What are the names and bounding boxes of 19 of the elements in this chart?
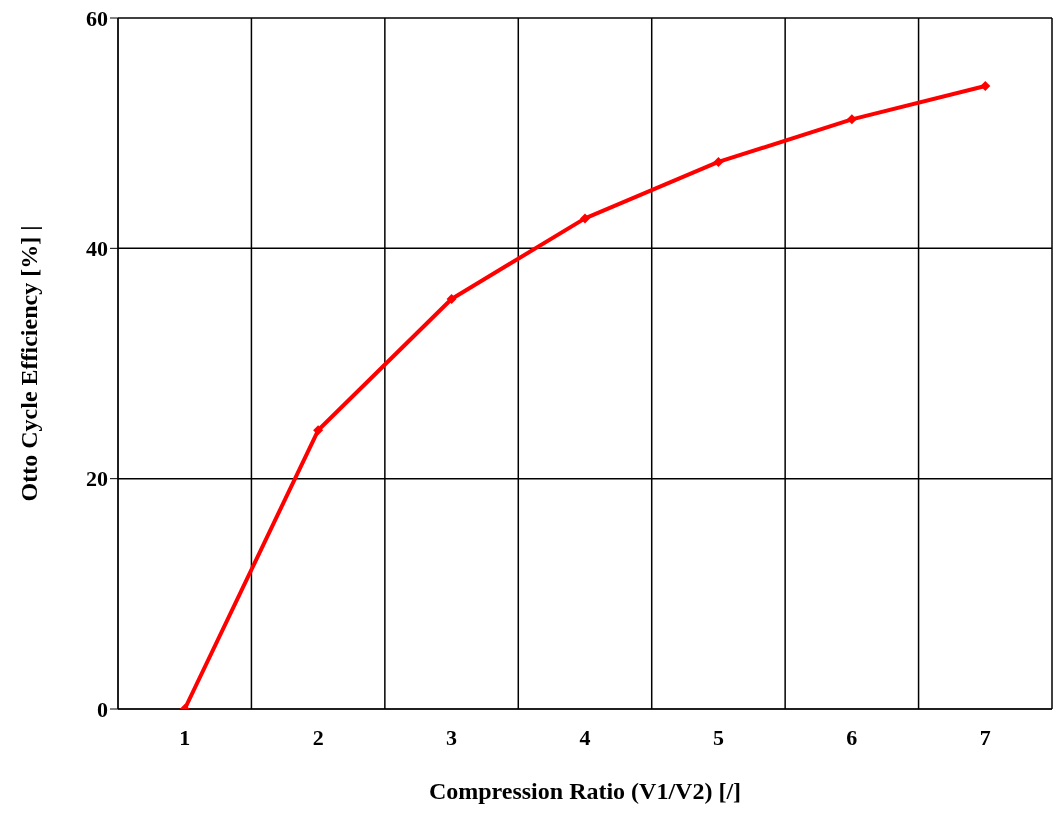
y-tick-label: 0 [97, 696, 108, 722]
x-tick-label: 5 [712, 724, 724, 750]
point [313, 425, 324, 436]
x-tick-label: 6 [846, 724, 858, 750]
x-tick-label: 3 [446, 724, 458, 750]
point [446, 294, 457, 305]
y-tick-label: 40 [86, 236, 108, 262]
x-tick-label: 7 [979, 724, 991, 750]
x-tick-label: 2 [312, 724, 324, 750]
point [980, 80, 991, 91]
x-tick-label: 1 [179, 724, 191, 750]
y-tick-label: 60 [86, 5, 108, 31]
x-tick-label: 4 [579, 724, 591, 750]
y-tick-label: 20 [86, 466, 108, 492]
point [713, 156, 724, 167]
point [580, 213, 590, 224]
point [846, 114, 857, 125]
x-axis-title: Compression Ratio (V1/V2) [/] [428, 778, 742, 804]
y-axis-title: Otto Cycle Efficiency [%] | [15, 225, 42, 502]
